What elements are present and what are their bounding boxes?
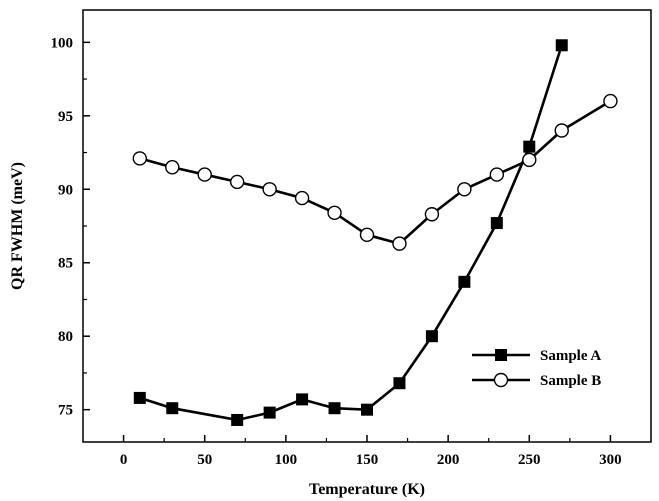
data-point (425, 330, 438, 343)
x-tick-label: 150 (356, 452, 379, 468)
data-point (489, 167, 505, 182)
data-point (392, 236, 407, 251)
data-point (263, 406, 276, 419)
data-point (262, 182, 277, 197)
x-tick-label: 0 (120, 452, 128, 468)
y-tick-label: 100 (51, 35, 74, 51)
data-point (555, 39, 568, 52)
legend-label: Sample A (540, 348, 601, 364)
data-point (458, 275, 471, 288)
legend: Sample A Sample B (472, 348, 601, 389)
data-point (523, 140, 536, 153)
legend-marker (495, 349, 507, 361)
data-point (327, 205, 342, 220)
data-point (133, 391, 146, 404)
data-point (393, 377, 406, 390)
data-point (490, 217, 503, 230)
data-point (522, 152, 537, 168)
data-point (231, 413, 244, 426)
x-axis-title: Temperature (K) (309, 481, 425, 498)
x-tick-label: 250 (518, 452, 541, 468)
y-axis-title: QR FWHM (meV) (9, 162, 26, 290)
series-line-sample-a (139, 44, 563, 422)
data-point (457, 182, 472, 197)
data-point (132, 151, 148, 166)
data-point (328, 402, 341, 415)
data-point (197, 167, 212, 182)
x-tick-label: 300 (599, 452, 622, 468)
x-tick-label: 200 (437, 452, 460, 468)
data-point (296, 393, 309, 406)
data-point (294, 190, 310, 206)
series-layer (132, 39, 618, 426)
data-point (229, 174, 245, 190)
data-point (424, 207, 440, 222)
y-axis-ticks: 75 80 85 90 95 100 (51, 35, 90, 419)
data-point (603, 93, 618, 109)
data-point (554, 123, 569, 138)
y-tick-label: 75 (58, 403, 73, 419)
y-tick-label: 80 (58, 329, 73, 345)
y-tick-label: 85 (58, 256, 73, 272)
y-tick-label: 90 (58, 182, 73, 198)
data-point (359, 227, 375, 243)
data-point (165, 160, 180, 175)
y-tick-label: 95 (58, 109, 73, 125)
data-point (166, 402, 179, 415)
legend-marker (493, 372, 509, 388)
legend-label: Sample B (540, 373, 601, 389)
x-tick-label: 50 (197, 452, 212, 468)
data-point (361, 403, 373, 416)
x-tick-label: 100 (275, 452, 298, 468)
x-axis-ticks: 0 50 100 150 200 250 300 (120, 435, 622, 468)
